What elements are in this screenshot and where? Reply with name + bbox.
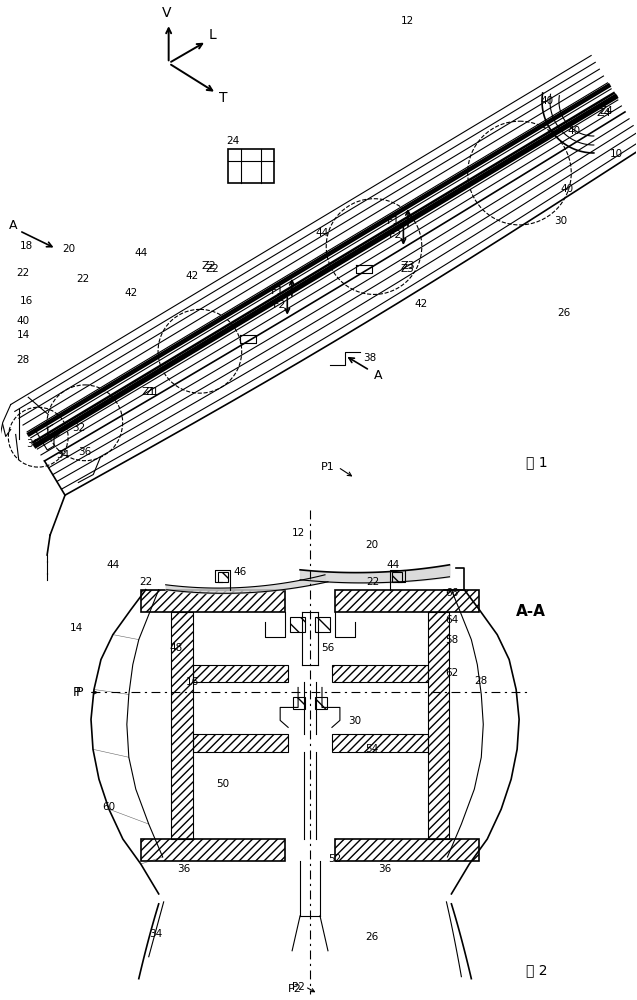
Text: Z4: Z4 bbox=[600, 106, 613, 116]
Bar bbox=[141, 590, 285, 612]
Text: 44: 44 bbox=[315, 228, 329, 238]
Text: 36: 36 bbox=[378, 864, 391, 874]
Text: F1: F1 bbox=[271, 286, 284, 296]
Text: 30: 30 bbox=[554, 216, 568, 226]
Bar bbox=[335, 839, 479, 861]
Text: L: L bbox=[208, 28, 217, 42]
Text: 22: 22 bbox=[76, 274, 90, 284]
Text: 14: 14 bbox=[69, 623, 83, 633]
Text: 24: 24 bbox=[225, 136, 239, 146]
Text: 54: 54 bbox=[365, 744, 378, 754]
Bar bbox=[315, 697, 327, 709]
Text: 40: 40 bbox=[568, 126, 580, 136]
Text: 28: 28 bbox=[475, 676, 488, 686]
Text: V: V bbox=[162, 6, 171, 20]
Text: T: T bbox=[219, 91, 227, 105]
Text: 40: 40 bbox=[561, 184, 573, 194]
Text: Z2: Z2 bbox=[206, 264, 219, 274]
Text: 34: 34 bbox=[149, 929, 162, 939]
Text: 44: 44 bbox=[106, 560, 120, 570]
Text: 20: 20 bbox=[62, 244, 76, 254]
Text: 66: 66 bbox=[445, 588, 458, 598]
Text: 18: 18 bbox=[20, 241, 33, 251]
Text: P1: P1 bbox=[321, 462, 335, 472]
Text: 36: 36 bbox=[27, 439, 40, 449]
Text: 20: 20 bbox=[365, 540, 378, 550]
Text: 22: 22 bbox=[17, 268, 30, 278]
Text: P: P bbox=[73, 686, 80, 699]
Text: 40: 40 bbox=[17, 316, 30, 326]
Text: 44: 44 bbox=[386, 560, 399, 570]
Text: 46: 46 bbox=[234, 567, 247, 577]
Text: 56: 56 bbox=[321, 643, 334, 653]
Text: 60: 60 bbox=[103, 802, 115, 812]
Text: P2: P2 bbox=[292, 982, 304, 992]
Text: Z4: Z4 bbox=[596, 108, 611, 118]
Bar bbox=[427, 612, 450, 839]
Bar bbox=[293, 697, 305, 709]
Text: 32: 32 bbox=[73, 423, 85, 433]
Text: A: A bbox=[373, 369, 382, 382]
Text: 40: 40 bbox=[540, 96, 554, 106]
Text: 14: 14 bbox=[17, 330, 30, 340]
Text: 26: 26 bbox=[365, 932, 378, 942]
FancyBboxPatch shape bbox=[229, 149, 274, 183]
Text: 22: 22 bbox=[366, 577, 380, 587]
Text: 12: 12 bbox=[401, 16, 414, 26]
Text: Z2: Z2 bbox=[201, 261, 216, 271]
Text: 52: 52 bbox=[328, 854, 341, 864]
Text: 34: 34 bbox=[57, 450, 69, 460]
Text: 16: 16 bbox=[186, 677, 199, 687]
Text: 16: 16 bbox=[20, 296, 33, 306]
Bar bbox=[141, 839, 285, 861]
Text: 42: 42 bbox=[124, 288, 138, 298]
Text: 28: 28 bbox=[17, 355, 30, 365]
Text: 图 1: 图 1 bbox=[526, 455, 548, 469]
Bar bbox=[315, 617, 330, 632]
Bar bbox=[332, 665, 427, 682]
Text: 36: 36 bbox=[78, 447, 92, 457]
Bar bbox=[192, 734, 288, 752]
Bar bbox=[392, 572, 402, 582]
Bar bbox=[171, 612, 192, 839]
Text: 42: 42 bbox=[415, 299, 428, 309]
Text: 36: 36 bbox=[177, 864, 190, 874]
Text: P: P bbox=[75, 686, 83, 699]
Text: 12: 12 bbox=[292, 528, 304, 538]
Text: 48: 48 bbox=[169, 643, 182, 653]
Text: A-A: A-A bbox=[516, 604, 546, 619]
Bar bbox=[332, 734, 427, 752]
Bar bbox=[192, 665, 288, 682]
Bar bbox=[218, 572, 229, 582]
Bar bbox=[335, 590, 479, 612]
Text: 42: 42 bbox=[186, 271, 199, 281]
Text: 10: 10 bbox=[610, 149, 623, 159]
Text: A: A bbox=[9, 219, 18, 232]
Text: Z1: Z1 bbox=[146, 387, 160, 397]
Text: Z3: Z3 bbox=[400, 261, 415, 271]
Text: F2: F2 bbox=[389, 230, 403, 240]
Text: Z1: Z1 bbox=[141, 387, 156, 397]
Text: 38: 38 bbox=[363, 353, 376, 363]
Text: 58: 58 bbox=[445, 635, 458, 645]
Text: 22: 22 bbox=[139, 577, 152, 587]
Text: 44: 44 bbox=[134, 248, 147, 258]
Text: 图 2: 图 2 bbox=[526, 964, 548, 978]
Text: 62: 62 bbox=[445, 668, 458, 678]
Text: 64: 64 bbox=[445, 615, 458, 625]
Text: 30: 30 bbox=[348, 716, 361, 726]
Bar bbox=[290, 617, 305, 632]
Text: F2: F2 bbox=[273, 300, 287, 310]
Text: 50: 50 bbox=[216, 779, 229, 789]
Text: F1: F1 bbox=[387, 216, 400, 226]
Text: Z3: Z3 bbox=[401, 264, 415, 274]
Text: P2: P2 bbox=[288, 984, 302, 994]
Text: 26: 26 bbox=[557, 308, 571, 318]
